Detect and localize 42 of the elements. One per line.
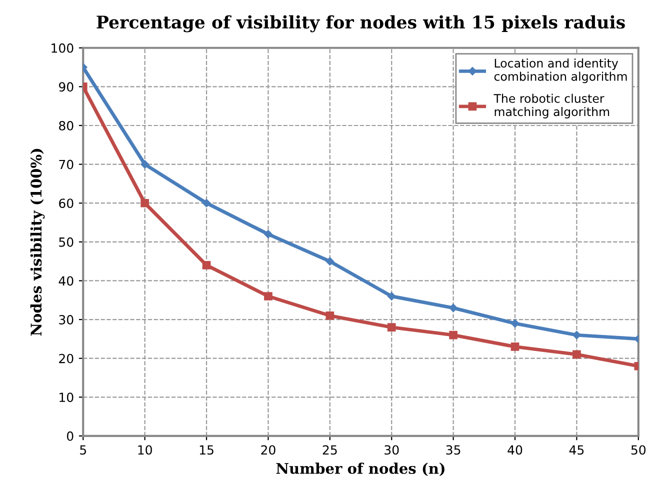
y-tick-label: 30 bbox=[59, 315, 74, 324]
y-tick-label: 60 bbox=[59, 198, 74, 208]
point bbox=[510, 342, 520, 351]
x-tick-label: 30 bbox=[384, 445, 399, 455]
y-tick-label: 0 bbox=[66, 431, 74, 441]
x-tick-label: 50 bbox=[631, 445, 646, 455]
y-tick-label: 90 bbox=[58, 82, 74, 92]
x-tick-label: 40 bbox=[508, 445, 522, 455]
y-tick-label: 80 bbox=[59, 120, 74, 130]
x-tick-label: 25 bbox=[322, 445, 337, 455]
y-tick-label: 40 bbox=[58, 276, 74, 286]
y-tick-label: 20 bbox=[59, 354, 74, 364]
x-tick-label: 45 bbox=[569, 445, 584, 455]
legend-label: The robotic cluster matching algorithm bbox=[494, 94, 610, 118]
y-tick-label: 10 bbox=[60, 392, 74, 402]
y-tick-label: 100 bbox=[52, 43, 74, 53]
point bbox=[572, 350, 581, 359]
point bbox=[202, 261, 211, 270]
point bbox=[572, 330, 581, 340]
x-axis-title: Number of nodes (n) bbox=[276, 462, 444, 476]
point bbox=[202, 198, 211, 208]
point bbox=[264, 230, 272, 238]
y-tick-label: 70 bbox=[59, 160, 74, 170]
point bbox=[510, 319, 520, 328]
x-tick-label: 5 bbox=[80, 445, 86, 455]
x-tick-label: 10 bbox=[138, 445, 152, 455]
point bbox=[326, 257, 334, 266]
point bbox=[387, 292, 396, 300]
point bbox=[140, 198, 149, 208]
point bbox=[326, 311, 334, 320]
x-tick-label: 35 bbox=[446, 445, 460, 455]
y-axis-title: Nodes visibility (100%) bbox=[30, 148, 45, 336]
legend-label: Location and identity combination algorithm bbox=[494, 58, 627, 84]
point bbox=[449, 304, 458, 312]
y-tick-label: 50 bbox=[59, 237, 74, 247]
point bbox=[387, 323, 396, 332]
point bbox=[264, 292, 272, 300]
point bbox=[449, 330, 458, 340]
chart-title: Percentage of visibility for nodes with 15 pixels raduis bbox=[96, 15, 625, 32]
x-tick-label: 20 bbox=[261, 445, 276, 455]
point bbox=[140, 160, 149, 168]
x-tick-label: 15 bbox=[200, 445, 214, 455]
